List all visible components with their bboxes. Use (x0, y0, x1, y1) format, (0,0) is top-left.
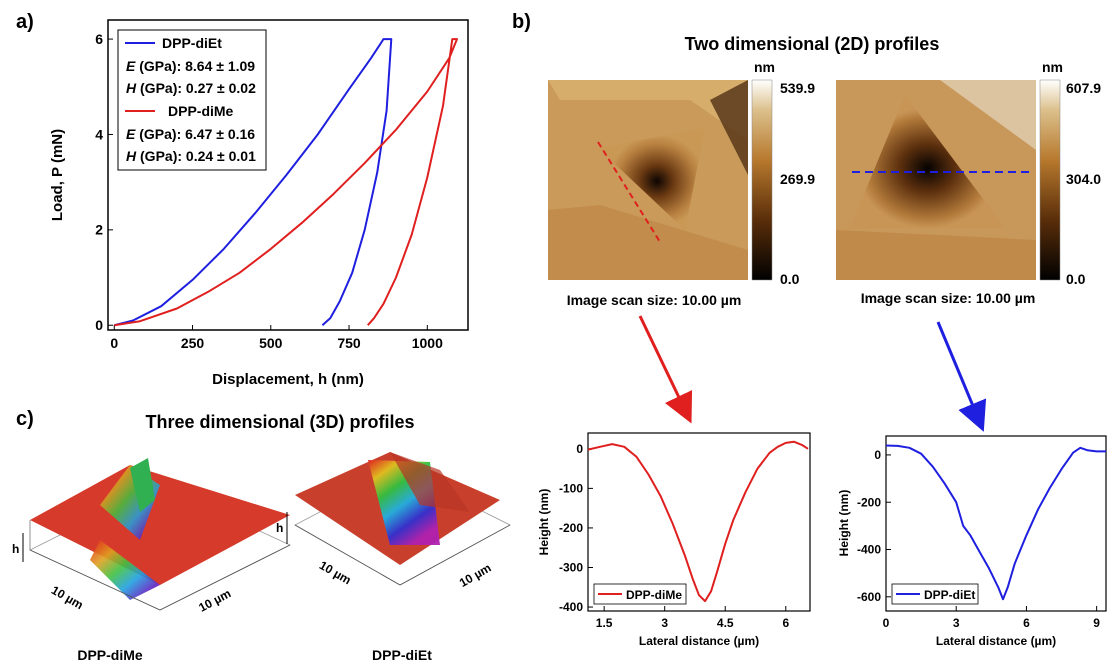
scan-size-label-left: Image scan size: 10.00 µm (567, 292, 742, 308)
chart-c-series-line-DPP-diEt (885, 444, 1106, 601)
surface-3d-axis2: 10 µm (196, 586, 233, 614)
chart-a-ytick-label: 0 (95, 317, 103, 333)
chart-b-xtick-label: 1.5 (596, 616, 613, 630)
legend-box (117, 29, 267, 171)
surface-3d-axis2: 10 µm (457, 561, 494, 590)
chart-c-xtick-label: 3 (953, 616, 960, 630)
surface-3d-axis1: 10 µm (49, 583, 86, 612)
surface-3d-h-label: h (12, 542, 19, 556)
panel-b-letter: b) (512, 11, 531, 33)
colorbar-unit: nm (754, 59, 775, 75)
chart-a-xtick-label: 250 (181, 335, 205, 351)
chart-b-ytick-label: 0 (576, 442, 583, 456)
chart-c-ylabel: Height (nm) (837, 490, 851, 557)
chart-b-legend-label: DPP-diMe (626, 588, 682, 602)
chart-a-xtick-label: 0 (110, 335, 118, 351)
legend-e-diMe: E (GPa): 6.47 ± 0.16 (126, 126, 255, 142)
colorbar-rect (1039, 79, 1061, 281)
chart-c-legend-label: DPP-diEt (924, 588, 975, 602)
chart-b-ytick-label: -300 (559, 561, 583, 575)
height-profile-chart-diMe: 1.5 3 4.5 6 0 -100 -200 -300 -400 Lateral distan… (537, 432, 811, 648)
panel-c-title: Three dimensional (3D) profiles (145, 412, 414, 432)
colorbar-unit: nm (1042, 59, 1063, 75)
colorbar-mid: 269.9 (780, 171, 815, 187)
chart-a-frame (107, 19, 469, 331)
chart-a-ytick-label: 6 (95, 31, 103, 47)
chart-c-ytick-label: -600 (857, 590, 881, 604)
colorbar-max: 607.9 (1066, 80, 1101, 96)
surface-3d-axis1: 10 µm (317, 558, 354, 587)
chart-a-xlabel: Displacement, h (nm) (212, 371, 364, 388)
legend-h-diEt: H (GPa): 0.27 ± 0.02 (126, 80, 256, 96)
chart-a-ytick-label: 2 (95, 222, 103, 238)
chart-b-xtick-label: 4.5 (717, 616, 734, 630)
legend-h-diMe: H (GPa): 0.24 ± 0.01 (126, 148, 256, 164)
chart-a-xtick-label: 1000 (412, 335, 443, 351)
legend-name-diMe: DPP-diMe (168, 103, 234, 119)
chart-b-ytick-label: -400 (559, 600, 583, 614)
chart-a-xtick-label: 500 (259, 335, 283, 351)
chart-c-frame (885, 435, 1107, 612)
chart-a-ylabel: Load, P (mN) (49, 129, 66, 221)
chart-b-xtick-label: 6 (782, 616, 789, 630)
chart-c-xtick-label: 6 (1023, 616, 1030, 630)
surface-3d-diEt: h 10 µm 10 µm DPP-diEt (276, 452, 511, 663)
chart-b-series-line-DPP-diMe (587, 440, 809, 603)
colorbar-rect (751, 79, 773, 281)
surface-3d-name: DPP-diMe (77, 647, 143, 663)
afm-indent-diEt (850, 95, 1005, 228)
chart-c-ytick-label: -200 (857, 495, 881, 509)
chart-b-xlabel: Lateral distance (µm) (639, 634, 759, 648)
height-profile-chart-diEt: 0 3 6 90-200-400-600 Lateral distance (µm) … (837, 435, 1107, 648)
colorbar-max: 539.9 (780, 80, 815, 96)
colorbar-diMe: nm 539.9 269.9 0.0 (751, 59, 815, 287)
chart-b-legend: DPP-diMe (593, 583, 687, 605)
afm-image-diMe (548, 80, 748, 280)
legend-name-diEt: DPP-diEt (162, 35, 222, 51)
panel-b-title: Two dimensional (2D) profiles (685, 34, 940, 54)
legend-e-diEt: E (GPa): 8.64 ± 1.09 (126, 58, 255, 74)
chart-b-xtick-label: 3 (661, 616, 668, 630)
chart-b-ytick-label: -100 (559, 482, 583, 496)
chart-a-xtick-label: 750 (337, 335, 361, 351)
panel-a-letter: a) (16, 11, 34, 33)
chart-a-series-line-DPP-diMe (114, 38, 458, 327)
surface-3d-h-label: h (276, 521, 283, 535)
chart-c-ytick-label: 0 (874, 448, 881, 462)
chart-b-ytick-label: -200 (559, 521, 583, 535)
surface-3d-diMe: h 10 µm 10 µm DPP-diMe (12, 458, 291, 663)
chart-c-ytick-label: -400 (857, 543, 881, 557)
arrow-red (638, 315, 693, 424)
chart-b-ylabel: Height (nm) (537, 489, 551, 556)
chart-c-legend: DPP-diEt (891, 583, 979, 605)
colorbar-diEt: nm 607.9 304.0 0.0 (1039, 59, 1101, 287)
colorbar-min: 0.0 (780, 271, 800, 287)
chart-a-ytick-label: 4 (95, 126, 103, 142)
panel-c-letter: c) (16, 408, 34, 430)
colorbar-mid: 304.0 (1066, 171, 1101, 187)
afm-indent-diMe (598, 128, 705, 230)
chart-c-xtick-label: 0 (883, 616, 890, 630)
chart-a-legend: DPP-diEt E (GPa): 8.64 ± 1.09 H (GPa): 0… (117, 29, 267, 171)
scan-size-label-right: Image scan size: 10.00 µm (861, 290, 1036, 306)
chart-c-xlabel: Lateral distance (µm) (936, 634, 1056, 648)
surface-3d-name: DPP-diEt (372, 647, 432, 663)
chart-a-series-line-DPP-diEt (114, 38, 393, 327)
colorbar-min: 0.0 (1066, 271, 1086, 287)
arrow-blue (936, 321, 987, 432)
chart-b-frame (587, 432, 811, 612)
afm-image-diEt (836, 80, 1036, 280)
chart-c-xtick-label: 9 (1093, 616, 1100, 630)
surface-3d-top (30, 465, 290, 585)
